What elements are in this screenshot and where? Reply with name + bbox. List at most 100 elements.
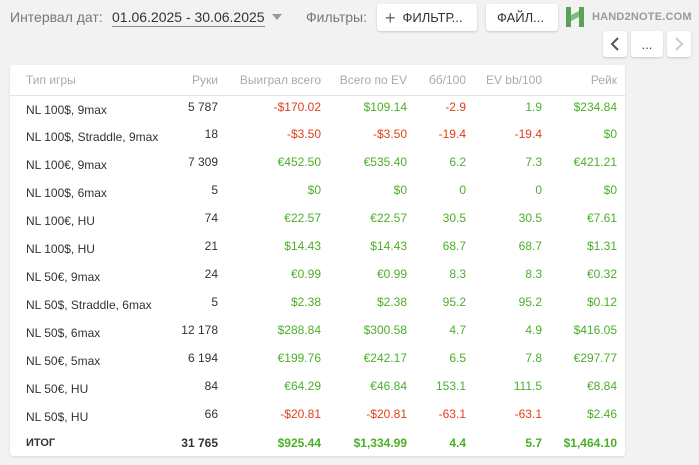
table-row[interactable]: NL 50$, 6max 12 178 $288.84 $300.58 4.7 4.9 $4… — [10, 319, 625, 347]
logo-text: HAND2NOTE.COM — [592, 11, 692, 23]
filters-button[interactable]: + ФИЛЬТР... — [377, 4, 477, 31]
header-ev-bb100[interactable]: EV bb/100 — [474, 65, 550, 96]
ev-cell: €46.84 — [370, 379, 407, 393]
rake-cell: $2.46 — [586, 407, 617, 421]
date-interval-label: Интервал дат: — [10, 9, 103, 25]
table-row[interactable]: NL 50€, 9max 24 €0.99 €0.99 8.3 8.3 €0.32 — [10, 263, 625, 291]
table-row[interactable]: NL 100€, 9max 7 309 €452.50 €535.40 6.2 7.3 €4… — [10, 151, 625, 179]
total-ev-bb100: 5.7 — [525, 436, 542, 450]
won-cell: $0 — [307, 183, 321, 197]
header-bb100[interactable]: бб/100 — [415, 65, 474, 96]
ev-cell: $2.38 — [376, 295, 407, 309]
hands-cell: 66 — [204, 407, 218, 421]
won-cell: -$3.50 — [286, 127, 321, 141]
bb100-cell: 68.7 — [442, 239, 466, 253]
rake-cell: $234.84 — [573, 99, 617, 114]
rake-cell: €8.84 — [586, 379, 617, 393]
next-button[interactable] — [667, 31, 691, 57]
ev-bb100-cell: -19.4 — [514, 127, 542, 141]
table-row[interactable]: NL 100$, HU 21 $14.43 $14.43 68.7 68.7 $1.31 — [10, 235, 625, 263]
date-range-selector[interactable]: 01.06.2025 - 30.06.2025 — [112, 9, 265, 27]
won-cell: -$20.81 — [280, 407, 321, 421]
total-row: ИТОГ 31 765 $925.44 $1,334.99 4.4 5.7 $1,464.1… — [10, 431, 625, 457]
ev-cell: €22.57 — [370, 211, 407, 225]
bb100-cell: 4.7 — [449, 323, 466, 337]
header-ev-total[interactable]: Всего по EV — [329, 65, 415, 96]
ev-cell: €535.40 — [363, 155, 407, 169]
won-cell: €452.50 — [277, 155, 321, 169]
more-button[interactable]: ... — [631, 31, 663, 57]
game-type-cell: NL 100$, 9max — [26, 102, 107, 117]
table-row[interactable]: NL 100$, 9max 5 787 -$170.02 $109.14 -2.9 1.9… — [10, 95, 625, 123]
files-button[interactable]: ФАЙЛ... — [486, 4, 558, 31]
chevron-down-icon[interactable] — [272, 14, 282, 20]
ev-cell: $14.43 — [370, 239, 407, 253]
game-type-cell: NL 100€, HU — [26, 214, 95, 228]
hands-cell: 5 — [211, 183, 218, 197]
bb100-cell: 6.5 — [449, 351, 466, 365]
files-button-label: ФАЙЛ... — [497, 10, 544, 25]
chevron-right-icon — [675, 37, 684, 51]
ev-bb100-cell: 30.5 — [518, 211, 542, 225]
ev-bb100-cell: 7.3 — [525, 155, 542, 169]
hands-cell: 74 — [204, 211, 218, 225]
game-type-cell: NL 100$, 6max — [26, 186, 107, 200]
rake-cell: €0.32 — [586, 267, 617, 281]
table-header-row: Тип игры Руки Выиграл всего Всего по EV … — [10, 65, 625, 96]
table-row[interactable]: NL 50€, 5max 6 194 €199.76 €242.17 6.5 7.8 €29… — [10, 347, 625, 375]
game-type-cell: NL 100$, Straddle, 9max — [26, 130, 159, 144]
total-won: $925.44 — [277, 436, 321, 450]
hands-cell: 21 — [204, 239, 218, 253]
ev-bb100-cell: 95.2 — [518, 295, 542, 309]
game-type-cell: NL 50€, 9max — [26, 270, 101, 284]
ev-cell: $0 — [393, 183, 407, 197]
ev-bb100-cell: 0 — [535, 183, 542, 197]
rake-cell: $0.12 — [586, 295, 617, 309]
header-hands[interactable]: Руки — [175, 65, 226, 96]
total-ev: $1,334.99 — [353, 436, 407, 450]
rake-cell: €421.21 — [573, 155, 617, 169]
hands-cell: 5 — [211, 295, 218, 309]
stats-card: Тип игры Руки Выиграл всего Всего по EV … — [10, 65, 625, 456]
ev-bb100-cell: 4.9 — [525, 323, 542, 337]
header-game-type[interactable]: Тип игры — [10, 65, 175, 96]
filters-label: Фильтры: — [306, 9, 367, 25]
ev-bb100-cell: -63.1 — [514, 407, 542, 421]
table-row[interactable]: NL 50$, Straddle, 6max 5 $2.38 $2.38 95.2 95.… — [10, 291, 625, 319]
table-row[interactable]: NL 100$, 6max 5 $0 $0 0 0 $0 — [10, 179, 625, 207]
game-type-cell: NL 50$, HU — [26, 410, 89, 424]
game-type-cell: NL 50$, 6max — [26, 326, 101, 340]
chevron-left-icon — [610, 37, 619, 51]
rake-cell: $0 — [603, 183, 617, 197]
bb100-cell: 8.3 — [449, 267, 466, 281]
hands-cell: 6 194 — [187, 351, 218, 365]
table-row[interactable]: NL 100€, HU 74 €22.57 €22.57 30.5 30.5 €7.61 — [10, 207, 625, 235]
bb100-cell: 0 — [459, 183, 466, 197]
won-cell: €199.76 — [277, 351, 321, 365]
ev-bb100-cell: 7.8 — [525, 351, 542, 365]
rake-cell: €7.61 — [586, 211, 617, 225]
bb100-cell: 6.2 — [449, 155, 466, 169]
won-cell: €0.99 — [290, 267, 321, 281]
ev-cell: $109.14 — [363, 99, 407, 114]
hands-cell: 12 178 — [181, 323, 218, 337]
ev-cell: €0.99 — [376, 267, 407, 281]
table-row[interactable]: NL 50$, HU 66 -$20.81 -$20.81 -63.1 -63.1 $2.4… — [10, 403, 625, 431]
ev-cell: -$20.81 — [366, 407, 407, 421]
table-row[interactable]: NL 50€, HU 84 €64.29 €46.84 153.1 111.5 €8.84 — [10, 375, 625, 403]
bb100-cell: 95.2 — [442, 295, 466, 309]
table-row[interactable]: NL 100$, Straddle, 9max 18 -$3.50 -$3.50 -19… — [10, 123, 625, 151]
plus-icon: + — [385, 7, 396, 28]
previous-button[interactable] — [603, 31, 627, 57]
header-rake[interactable]: Рейк — [550, 65, 625, 96]
won-cell: $14.43 — [284, 239, 321, 253]
game-stats-table: Тип игры Руки Выиграл всего Всего по EV … — [10, 65, 625, 457]
total-label: ИТОГ — [26, 437, 56, 449]
header-won-total[interactable]: Выиграл всего — [226, 65, 329, 96]
won-cell: $288.84 — [277, 323, 321, 337]
ev-bb100-cell: 68.7 — [518, 239, 542, 253]
hands-cell: 24 — [204, 267, 218, 281]
toolbar: Интервал дат: 01.06.2025 - 30.06.2025 Фи… — [0, 0, 699, 57]
won-cell: -$170.02 — [273, 99, 321, 114]
bb100-cell: -63.1 — [438, 407, 466, 421]
